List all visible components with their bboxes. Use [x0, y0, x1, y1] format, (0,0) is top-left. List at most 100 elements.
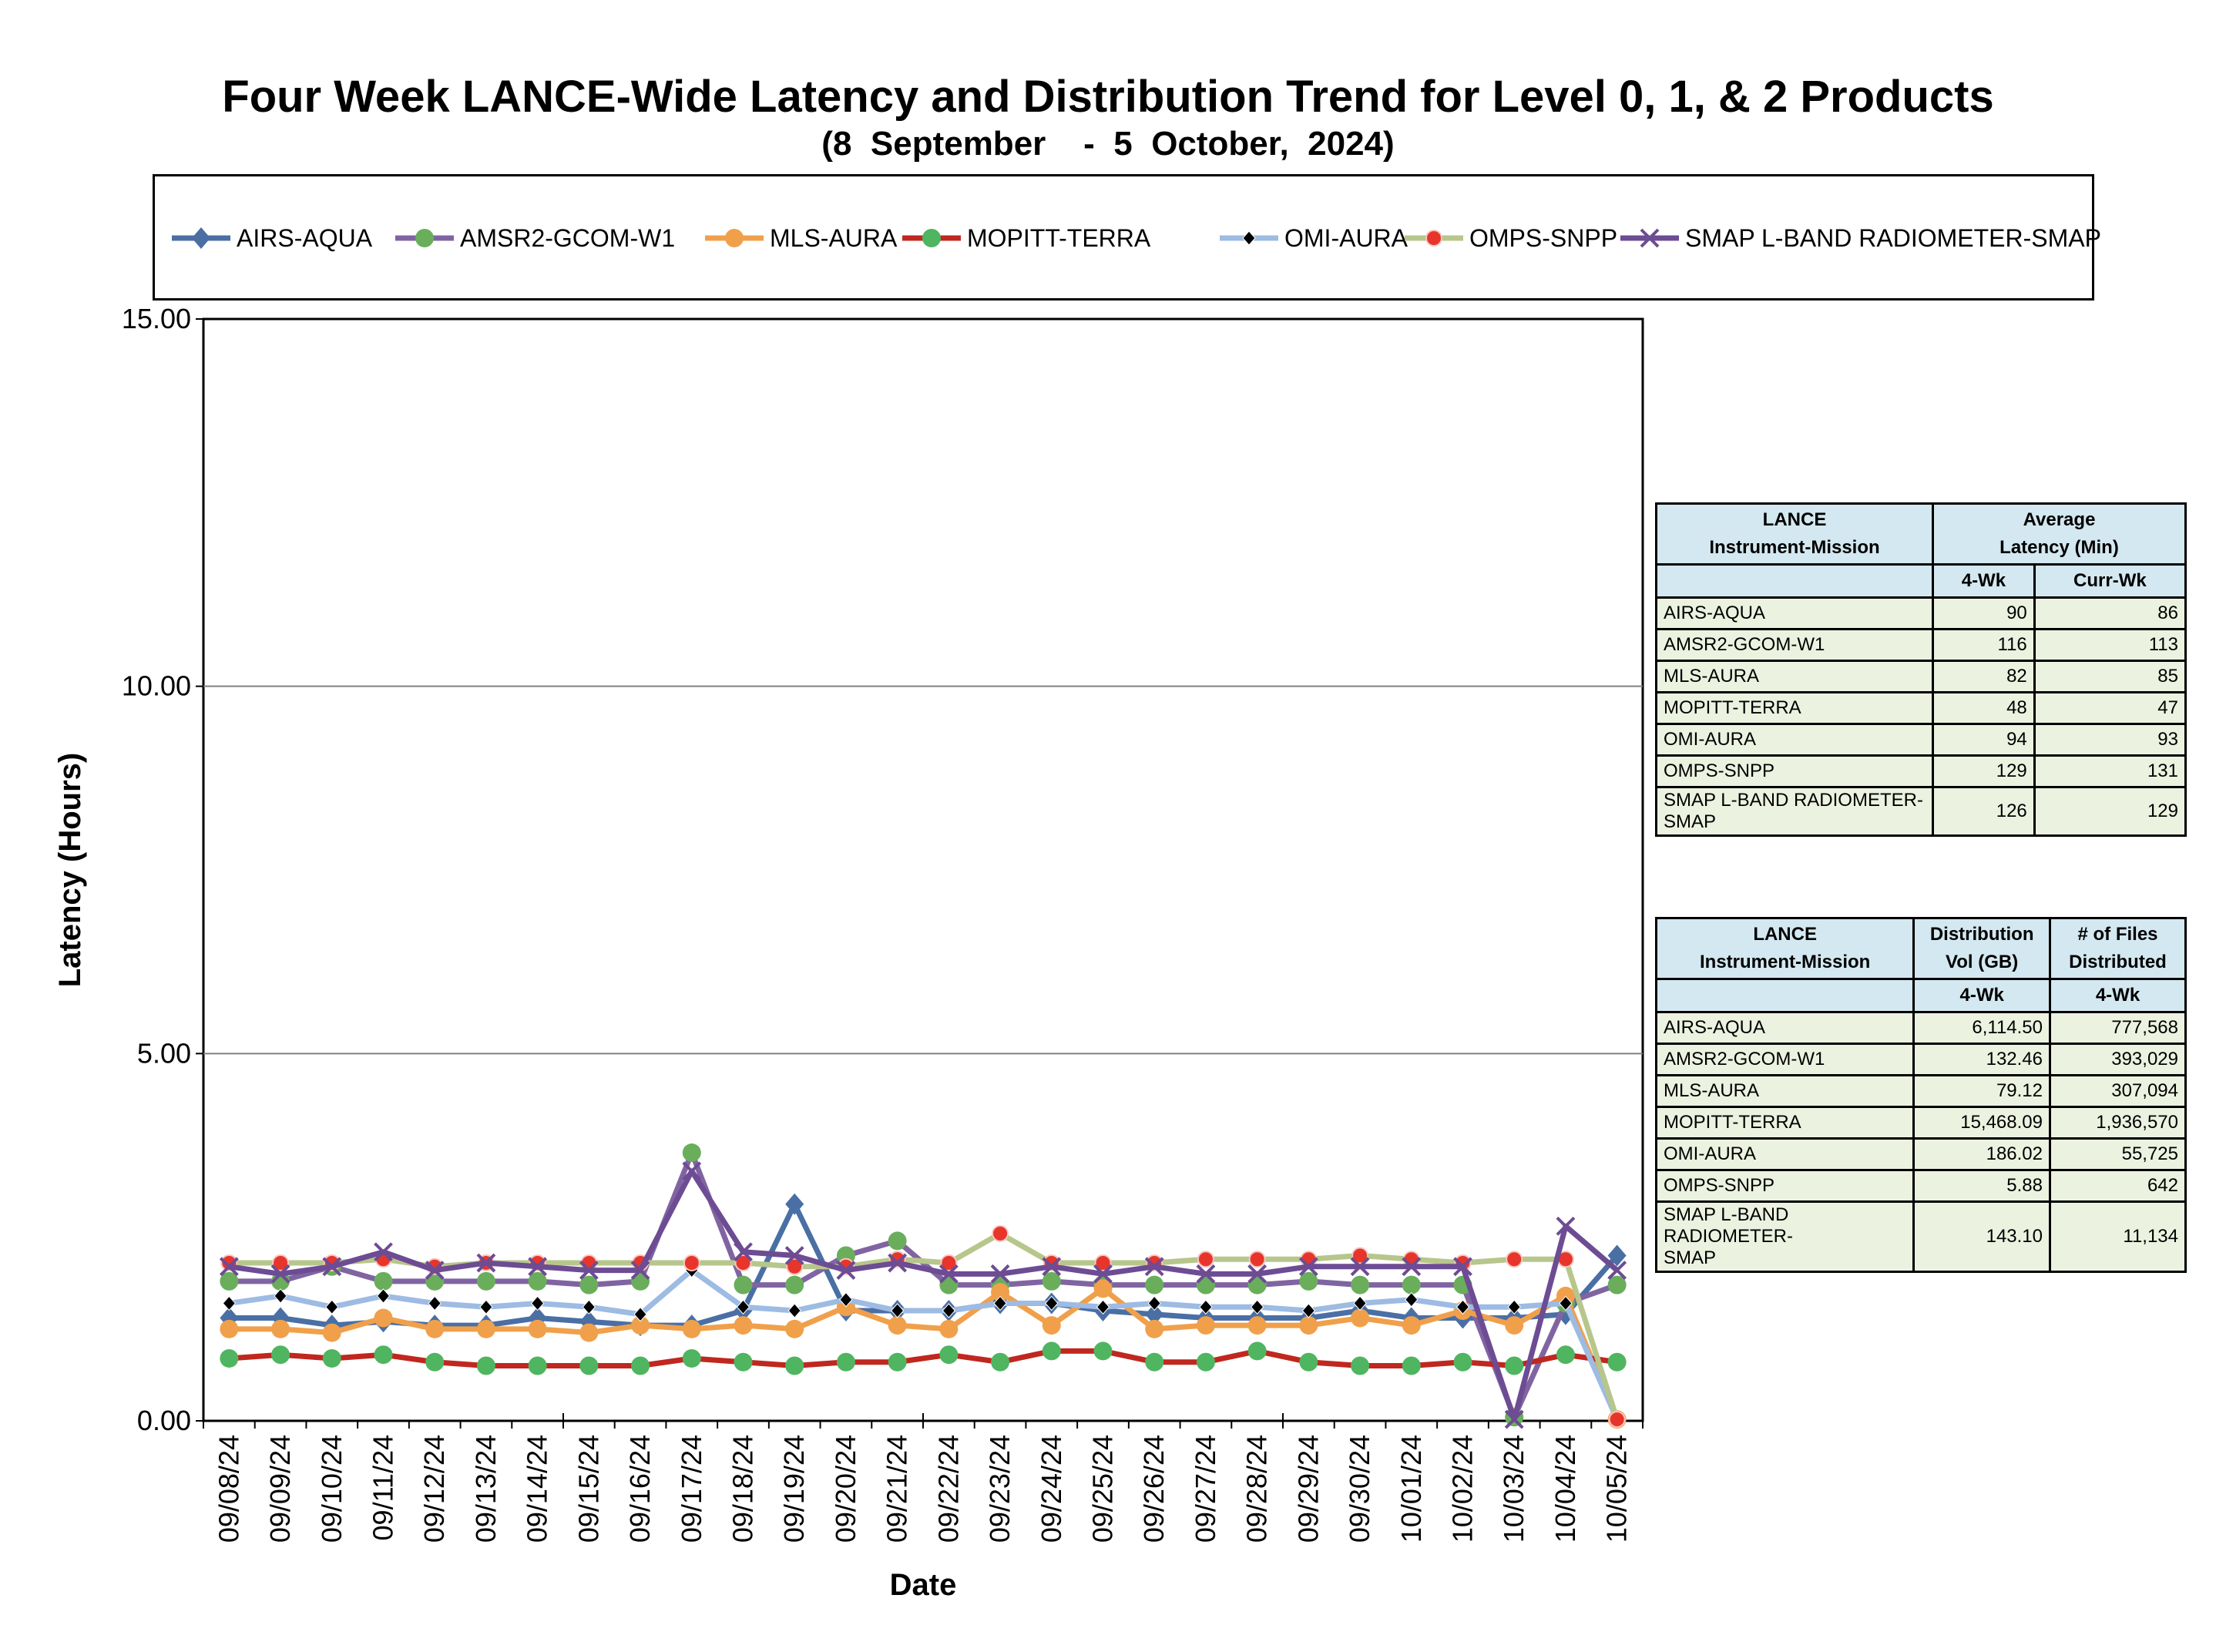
data-point	[271, 1345, 290, 1365]
data-point	[888, 1352, 907, 1372]
legend-marker	[725, 229, 744, 247]
table-value: 48	[1932, 691, 2036, 725]
data-point	[734, 1352, 753, 1372]
data-point	[1607, 1352, 1627, 1372]
data-point	[734, 1275, 753, 1294]
plot-area	[202, 317, 1644, 1422]
table-subheader: 4-Wk	[1932, 563, 2036, 599]
series-mopitt-terra	[220, 1341, 1627, 1375]
data-point	[1556, 1216, 1576, 1236]
x-tick-label: 09/27/24	[1190, 1435, 1221, 1543]
data-point	[374, 1345, 393, 1365]
data-point	[682, 1319, 701, 1338]
data-point	[582, 1299, 596, 1315]
table-row: OMI-AURA 94 93	[1655, 723, 2187, 757]
data-point	[1505, 1316, 1524, 1335]
y-tick-label: 0.00	[137, 1405, 191, 1436]
table-row: OMPS-SNPP 5.88 642	[1654, 1169, 2187, 1203]
data-point	[1507, 1299, 1521, 1315]
data-point	[1093, 1341, 1113, 1361]
data-point	[322, 1257, 342, 1277]
data-point	[220, 1319, 239, 1338]
table-value: 129	[2033, 786, 2187, 837]
table-row: MOPITT-TERRA 15,468.09 1,936,570	[1654, 1106, 2187, 1140]
table-value: 116	[1932, 628, 2036, 662]
data-point	[942, 1303, 956, 1318]
data-point	[633, 1307, 647, 1322]
legend-swatch	[902, 229, 961, 247]
table-value: 393,029	[2049, 1043, 2187, 1076]
data-point	[784, 1246, 804, 1265]
data-point	[888, 1253, 908, 1273]
x-tick-label: 10/04/24	[1550, 1435, 1581, 1543]
data-point	[579, 1356, 599, 1375]
data-point	[1505, 1356, 1524, 1375]
data-point	[476, 1319, 495, 1338]
table-subheader: 4-Wk	[2049, 978, 2187, 1013]
data-point	[939, 1345, 959, 1365]
table-row: SMAP L-BAND RADIOMETER- SMAP 143.10 11,134	[1654, 1200, 2187, 1273]
table-row: SMAP L-BAND RADIOMETER- SMAP 126 129	[1655, 786, 2187, 837]
table-value: 85	[2033, 660, 2187, 693]
legend-label: AMSR2-GCOM-W1	[460, 223, 676, 252]
x-tick-label: 09/15/24	[572, 1435, 604, 1543]
data-point	[1145, 1319, 1164, 1338]
data-point	[1299, 1271, 1318, 1291]
table-value: 6,114.50	[1912, 1011, 2051, 1045]
table-value: 15,468.09	[1912, 1106, 2051, 1140]
data-point	[322, 1323, 341, 1342]
data-point	[579, 1261, 599, 1280]
data-point	[1144, 1257, 1164, 1277]
data-point	[1351, 1275, 1370, 1294]
data-point	[1456, 1299, 1470, 1315]
legend-marker	[1425, 230, 1442, 247]
data-point	[939, 1319, 959, 1338]
data-point	[1405, 1291, 1419, 1308]
data-point	[528, 1356, 547, 1375]
legend-marker	[192, 227, 210, 249]
data-point	[1299, 1316, 1318, 1335]
x-tick-label: 09/23/24	[984, 1435, 1016, 1543]
data-point	[325, 1299, 339, 1315]
data-point	[1247, 1264, 1267, 1284]
table-header: # of Files Distributed	[2049, 917, 2187, 980]
data-point	[579, 1323, 599, 1342]
instrument-name: OMI-AURA	[1655, 723, 1934, 757]
data-point	[1196, 1352, 1215, 1372]
series-omi-aura	[222, 1262, 1624, 1427]
table-header-blank	[1655, 563, 1934, 599]
x-tick-label: 09/10/24	[316, 1435, 348, 1543]
data-point	[374, 1271, 393, 1291]
table-value: 143.10	[1912, 1200, 2051, 1273]
data-point	[682, 1348, 701, 1368]
data-point	[220, 1271, 239, 1291]
instrument-name: OMPS-SNPP	[1654, 1169, 1915, 1203]
table-value: 5.88	[1912, 1169, 2051, 1203]
data-point	[836, 1261, 856, 1280]
instrument-name: MLS-AURA	[1655, 660, 1934, 693]
data-point	[1607, 1261, 1627, 1280]
y-tick-label: 15.00	[122, 303, 191, 334]
data-point	[476, 1253, 496, 1273]
table-row: AIRS-AQUA 6,114.50 777,568	[1654, 1011, 2187, 1045]
legend-marker	[415, 229, 434, 247]
data-point	[1402, 1316, 1421, 1335]
table-value: 129	[1932, 754, 2036, 788]
data-point	[1145, 1352, 1164, 1372]
instrument-name: MLS-AURA	[1654, 1074, 1915, 1108]
data-point	[1504, 1409, 1524, 1429]
data-point	[1094, 1254, 1112, 1272]
series-line	[228, 1168, 1619, 1422]
data-point	[631, 1316, 650, 1335]
data-point	[374, 1242, 393, 1262]
data-point	[1301, 1303, 1316, 1318]
data-point	[682, 1143, 701, 1163]
data-point	[991, 1352, 1010, 1372]
data-point	[1351, 1308, 1370, 1328]
table-subheader: Curr-Wk	[2033, 563, 2187, 599]
data-point	[839, 1291, 853, 1308]
legend-entry: AIRS-AQUA	[170, 223, 372, 254]
series-amsr2-gcom-w1	[220, 1143, 1627, 1427]
data-point	[736, 1299, 750, 1315]
legend-entry: OMPS-SNPP	[1403, 223, 1617, 254]
